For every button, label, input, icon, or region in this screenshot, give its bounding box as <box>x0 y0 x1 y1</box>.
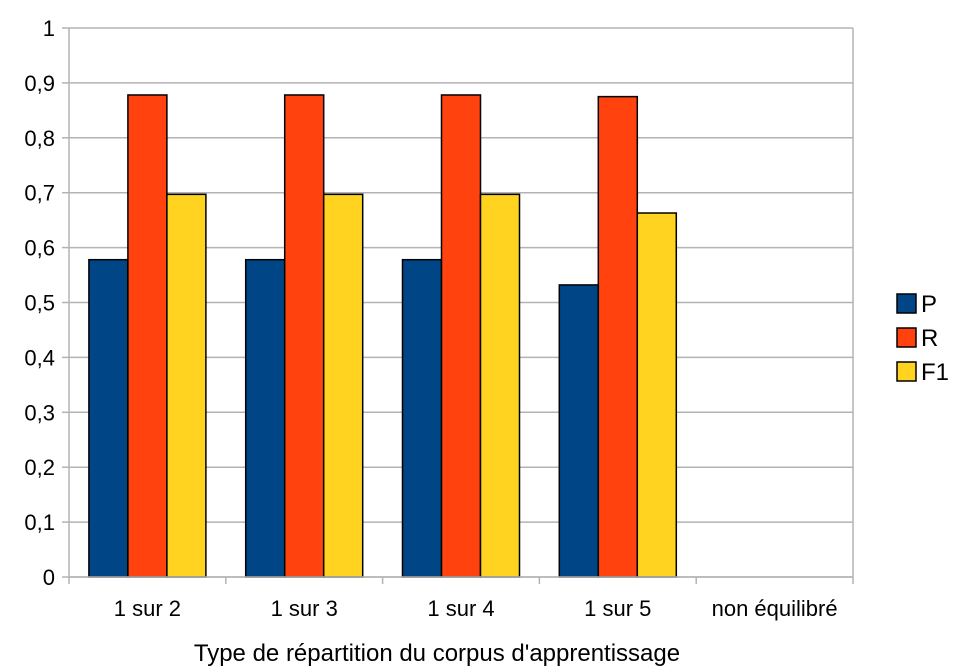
x-tick-label: 1 sur 5 <box>584 596 651 621</box>
y-tick-label: 1 <box>43 16 55 41</box>
y-tick-label: 0,9 <box>24 71 55 96</box>
x-tick-label: non équilibré <box>712 596 838 621</box>
bar-r <box>597 95 639 578</box>
bars <box>88 94 678 578</box>
legend-label-r: R <box>921 325 938 352</box>
legend-swatch-p <box>896 293 917 314</box>
y-tick-label: 0,6 <box>24 236 55 261</box>
y-tick-label: 0,3 <box>24 400 55 425</box>
y-tick-label: 0 <box>43 565 55 590</box>
bar-f1 <box>322 193 364 578</box>
x-axis-title: Type de répartition du corpus d'apprenti… <box>194 640 680 667</box>
x-tick-label: 1 sur 3 <box>271 596 338 621</box>
bar-f1 <box>166 193 207 578</box>
x-tick-label: 1 sur 4 <box>427 596 494 621</box>
bar-p <box>88 258 129 578</box>
y-tick-label: 0,5 <box>24 291 55 316</box>
x-tick-labels: 1 sur 2 1 sur 3 1 sur 4 1 sur 5 non équilibr… <box>114 596 838 621</box>
bar-r <box>440 94 482 578</box>
bar-p <box>558 284 600 578</box>
x-tick-label: 1 sur 2 <box>114 596 181 621</box>
legend-swatch-f1 <box>896 361 917 382</box>
bar-f1 <box>636 212 678 578</box>
y-tick-label: 0,8 <box>24 126 55 151</box>
y-tick-label: 0,7 <box>24 181 55 206</box>
y-tick-label: 0,1 <box>24 510 55 535</box>
bar-r <box>127 94 168 578</box>
legend-label-f1: F1 <box>921 359 949 386</box>
y-tick-labels: 0 0,1 0,2 0,3 0,4 0,5 0,6 0,7 0,8 0,9 1 <box>24 16 55 590</box>
axes <box>68 28 854 584</box>
legend-label-p: P <box>921 291 937 318</box>
bar-r <box>283 94 325 578</box>
bar-p <box>401 258 443 578</box>
bar-f1 <box>479 193 521 578</box>
y-tick-label: 0,4 <box>24 345 55 370</box>
y-tick-label: 0,2 <box>24 455 55 480</box>
legend: PR F1 <box>896 291 949 386</box>
bar-p <box>244 258 286 578</box>
legend-swatch-r <box>896 327 917 348</box>
